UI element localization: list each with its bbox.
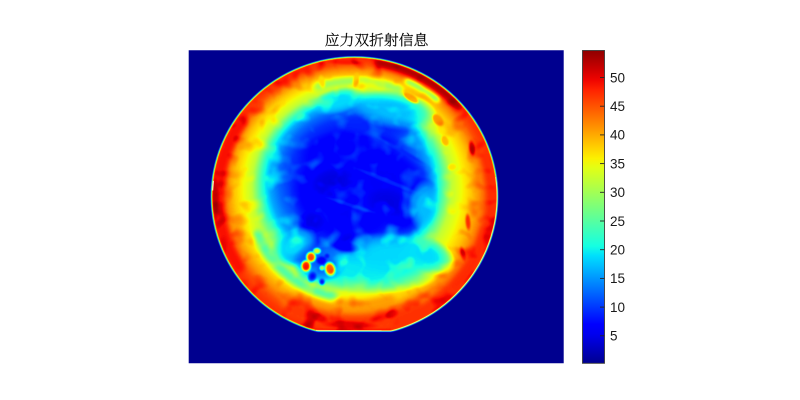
svg-text:40: 40 xyxy=(610,128,625,143)
svg-text:35: 35 xyxy=(610,156,625,171)
svg-text:10: 10 xyxy=(610,300,625,315)
svg-text:25: 25 xyxy=(610,214,625,229)
svg-text:50: 50 xyxy=(610,70,625,85)
svg-text:45: 45 xyxy=(610,99,625,114)
svg-text:30: 30 xyxy=(610,185,625,200)
svg-text:20: 20 xyxy=(610,243,625,258)
svg-text:15: 15 xyxy=(610,271,625,286)
svg-text:5: 5 xyxy=(610,329,618,344)
